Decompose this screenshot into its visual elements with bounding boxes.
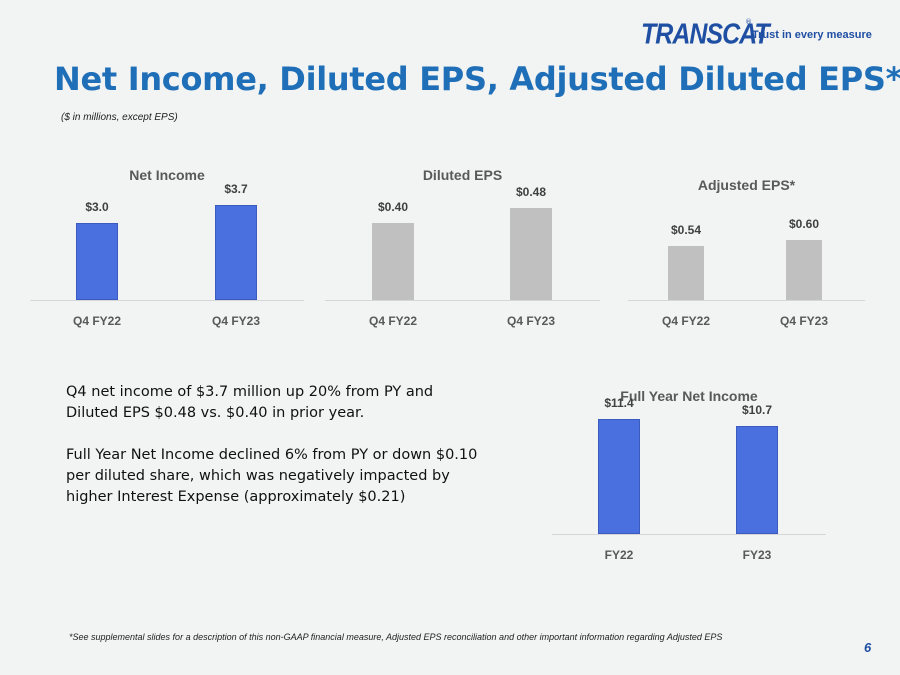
bar-1 — [786, 240, 822, 300]
footnote: *See supplemental slides for a descripti… — [69, 632, 723, 642]
bar-0 — [76, 223, 118, 300]
q4-summary-text: Q4 net income of $3.7 million up 20% fro… — [66, 384, 434, 421]
diluted-eps-chart: Diluted EPS $0.40 Q4 FY22 $0.48 Q4 FY23 — [325, 165, 600, 340]
bar-1 — [510, 208, 552, 300]
data-label: $0.54 — [670, 223, 702, 237]
data-label: $0.40 — [377, 200, 409, 215]
data-label: $0.60 — [788, 217, 820, 231]
chart-baseline — [552, 534, 826, 535]
category-label: Q4 FY23 — [779, 314, 829, 328]
category-label: Q4 FY22 — [661, 314, 711, 328]
logo-registered-mark: ® — [745, 18, 752, 26]
chart-baseline — [628, 300, 865, 301]
data-label: $3.7 — [224, 182, 248, 197]
logo-wordmark: TRANSCAT — [641, 18, 770, 51]
category-label: Q4 FY22 — [72, 314, 122, 328]
data-label: $3.0 — [85, 200, 109, 215]
data-label: $0.48 — [515, 185, 547, 199]
category-label: Q4 FY23 — [506, 314, 556, 328]
category-label: FY23 — [742, 548, 772, 562]
bar-1 — [215, 205, 257, 300]
logo-tagline: Trust in every measure — [752, 29, 872, 41]
chart-baseline — [325, 300, 600, 301]
bar-0 — [598, 419, 640, 534]
data-label: $11.4 — [604, 396, 634, 411]
bar-0 — [668, 246, 704, 300]
transcat-logo: TRANSCAT ® Trust in every measure — [641, 18, 872, 51]
slide-title: Net Income, Diluted EPS, Adjusted Dilute… — [54, 60, 900, 98]
page-number: 6 — [864, 640, 872, 655]
full-year-net-income-chart: Full Year Net Income $11.4 FY22 $10.7 FY23 — [552, 386, 826, 566]
chart-title: Net Income — [129, 167, 205, 183]
chart-title: Diluted EPS — [422, 167, 503, 183]
category-label: Q4 FY23 — [211, 314, 261, 328]
adjusted-eps-chart: Adjusted EPS* $0.54 Q4 FY22 $0.60 Q4 FY23 — [628, 175, 865, 340]
chart-baseline — [30, 300, 304, 301]
full-year-summary-text: Full Year Net Income declined 6% from PY… — [66, 447, 478, 505]
bar-0 — [372, 223, 414, 300]
category-label: Q4 FY22 — [368, 314, 418, 328]
data-label: $10.7 — [741, 403, 773, 418]
chart-title: Full Year Net Income — [620, 388, 758, 404]
category-label: FY22 — [604, 548, 634, 562]
net-income-chart: Net Income $3.0 Q4 FY22 $3.7 Q4 FY23 — [30, 165, 304, 340]
chart-title: Adjusted EPS* — [697, 177, 796, 193]
bar-1 — [736, 426, 778, 534]
slide-subtitle: ($ in millions, except EPS) — [61, 112, 178, 123]
